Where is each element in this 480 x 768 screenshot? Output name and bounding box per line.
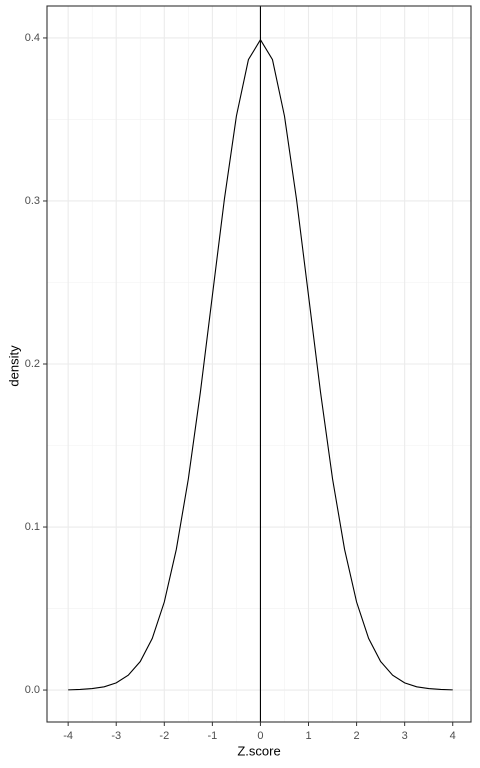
x-tick-label: 3 bbox=[402, 730, 408, 742]
x-tick-label: -2 bbox=[159, 730, 169, 742]
y-tick-label: 0.1 bbox=[25, 521, 40, 533]
x-axis-title: Z.score bbox=[237, 743, 280, 758]
x-tick-label: 4 bbox=[450, 730, 456, 742]
y-tick-label: 0.2 bbox=[25, 358, 40, 370]
y-axis-title: density bbox=[6, 345, 21, 387]
x-tick-label: -3 bbox=[111, 730, 121, 742]
x-tick-label: 0 bbox=[257, 730, 263, 742]
y-tick-label: 0.4 bbox=[25, 32, 40, 44]
x-tick-label: 2 bbox=[354, 730, 360, 742]
x-tick-label: -4 bbox=[63, 730, 73, 742]
x-tick-label: -1 bbox=[207, 730, 217, 742]
y-tick-label: 0.0 bbox=[25, 684, 40, 696]
panel-border bbox=[46, 5, 472, 723]
x-tick-label: 1 bbox=[305, 730, 311, 742]
y-tick-label: 0.3 bbox=[25, 195, 40, 207]
